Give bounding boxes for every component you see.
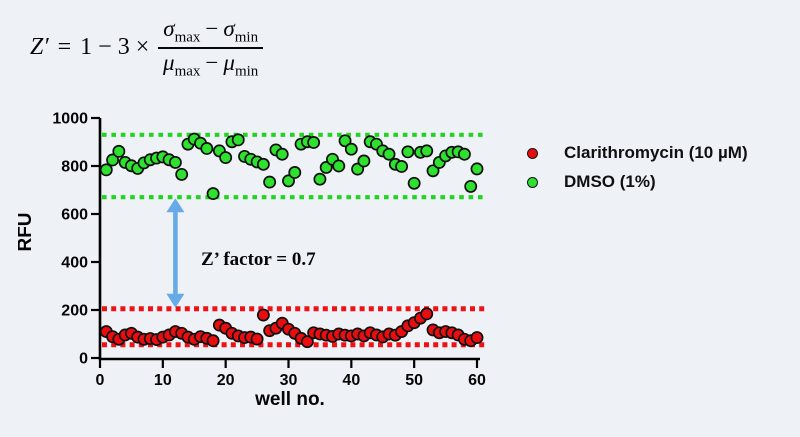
sigma-symbol: σ	[163, 16, 175, 41]
data-point-dmso	[112, 144, 126, 158]
data-point-dmso	[382, 147, 396, 161]
data-point-dmso	[288, 166, 302, 179]
mu-symbol: μ	[163, 49, 175, 75]
data-point-clarithromycin	[300, 335, 314, 349]
z-prime-formula: Z′ = 1 − 3 × σmax − σmin μmax − μmin	[30, 16, 264, 80]
chart-legend: Clarithromycin (10 µM) DMSO (1%)	[527, 143, 748, 192]
data-point-dmso	[344, 142, 358, 156]
data-point-dmso	[231, 133, 245, 147]
formula-coefficient: 1 − 3 ×	[80, 34, 150, 61]
x-tick-label: 60	[468, 372, 486, 389]
arrow-head-up-icon	[166, 198, 185, 213]
data-point-dmso	[313, 172, 327, 186]
data-point-dmso	[464, 179, 478, 193]
data-point-dmso	[307, 136, 321, 149]
data-point-dmso	[470, 162, 484, 176]
data-point-dmso	[99, 163, 113, 177]
data-point-dmso	[426, 164, 440, 178]
data-point-dmso	[206, 187, 220, 201]
max-subscript: max	[174, 63, 201, 80]
x-tick-label: 20	[217, 372, 235, 389]
data-point-dmso	[263, 175, 277, 189]
data-point-clarithromycin	[470, 331, 484, 345]
data-point-clarithromycin	[420, 307, 434, 321]
data-point-dmso	[420, 144, 434, 158]
formula-lhs: Z′	[30, 34, 49, 61]
data-point-dmso	[106, 153, 120, 167]
y-tick-label: 1000	[52, 111, 88, 128]
x-tick-label: 10	[154, 372, 172, 389]
formula-denominator: μmax − μmin	[163, 49, 258, 80]
legend-item-clarithromycin: Clarithromycin (10 µM)	[527, 143, 748, 163]
mu-symbol: μ	[223, 49, 235, 75]
minus-sign: −	[205, 16, 219, 41]
z-factor-annotation: Z’ factor = 0.7	[201, 249, 316, 270]
data-point-dmso	[457, 147, 471, 161]
y-tick-label: 800	[61, 159, 88, 176]
data-point-dmso	[338, 134, 352, 148]
data-point-dmso	[395, 160, 409, 173]
formula-equals: =	[57, 34, 72, 61]
data-point-dmso	[168, 155, 182, 169]
data-point-dmso	[401, 145, 415, 159]
sigma-symbol: σ	[223, 16, 235, 41]
x-tick-label: 30	[280, 372, 298, 389]
y-tick-label: 600	[61, 207, 88, 224]
data-point-dmso	[332, 159, 346, 173]
x-tick-label: 0	[96, 372, 105, 389]
data-point-dmso	[357, 154, 371, 168]
red-dot-icon	[527, 147, 538, 159]
data-point-dmso	[175, 167, 189, 181]
y-tick-label: 400	[61, 255, 88, 272]
formula-fraction: σmax − σmin μmax − μmin	[158, 16, 264, 80]
data-point-dmso	[219, 151, 233, 165]
legend-label: Clarithromycin (10 µM)	[564, 143, 748, 162]
max-subscript: max	[174, 29, 201, 46]
arrow-head-down-icon	[166, 293, 185, 308]
legend-item-dmso: DMSO (1%)	[527, 172, 748, 192]
legend-label: DMSO (1%)	[564, 172, 656, 191]
formula-numerator: σmax − σmin	[158, 16, 264, 49]
data-point-clarithromycin	[206, 334, 220, 348]
x-axis-title: well no.	[254, 389, 325, 410]
y-axis-title: RFU	[18, 212, 36, 251]
min-subscript: min	[234, 29, 259, 46]
min-subscript: min	[234, 63, 259, 80]
x-tick-label: 50	[405, 372, 423, 389]
data-point-dmso	[275, 147, 289, 161]
x-tick-label: 40	[342, 372, 360, 389]
y-tick-label: 200	[61, 303, 88, 320]
data-point-dmso	[282, 174, 295, 188]
data-point-clarithromycin	[256, 308, 270, 322]
data-point-dmso	[256, 157, 270, 171]
data-point-dmso	[200, 142, 214, 155]
y-tick-label: 0	[79, 351, 88, 368]
data-point-dmso	[407, 176, 421, 190]
data-point-clarithromycin	[250, 332, 264, 346]
minus-sign: −	[205, 49, 219, 75]
zprime-scatter-chart: 0 10 20 30 40 50 60 0 200 400 600 800 1000 RFU well …	[15, 95, 523, 432]
green-dot-icon	[527, 176, 538, 188]
